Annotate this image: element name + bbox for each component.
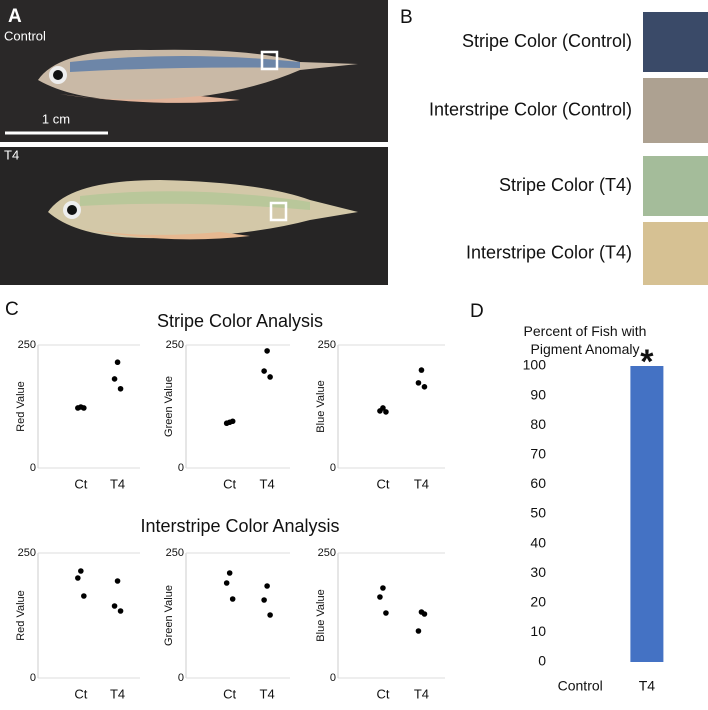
data-point — [383, 409, 389, 415]
panel-label: A — [8, 6, 22, 27]
data-point — [114, 578, 121, 584]
x-tick-label: T4 — [414, 686, 429, 701]
y-axis-label: Red Value — [15, 590, 27, 641]
x-tick-label: Ct — [376, 686, 389, 701]
x-tick-label: Ct — [74, 686, 87, 701]
data-point — [261, 597, 267, 603]
panel-label: D — [470, 301, 484, 322]
data-point — [81, 405, 87, 411]
y-tick-label: 250 — [18, 339, 36, 351]
x-tick-label: Ct — [223, 476, 236, 491]
y-tick-label: 0 — [538, 653, 546, 669]
swatch-label: Stripe Color (Control) — [462, 31, 632, 51]
y-tick-label: 250 — [318, 339, 336, 351]
data-point — [78, 568, 84, 574]
y-tick-label: 0 — [178, 462, 184, 474]
y-axis-label: Green Value — [163, 376, 175, 437]
bar — [630, 366, 664, 662]
y-axis-label: Blue Value — [315, 380, 327, 432]
x-tick-label: Ct — [223, 686, 236, 701]
data-point — [229, 418, 236, 425]
x-tick-label: Ct — [376, 476, 389, 491]
section-title: Interstripe Color Analysis — [140, 516, 339, 536]
y-tick-label: 80 — [530, 416, 546, 432]
data-point — [383, 610, 389, 616]
data-point — [111, 376, 118, 382]
data-point — [75, 575, 81, 581]
y-axis-label: Green Value — [163, 585, 175, 646]
data-point — [415, 628, 422, 634]
data-point — [377, 594, 383, 600]
y-tick-label: 40 — [530, 534, 546, 550]
color-swatch — [643, 156, 708, 216]
section-title: Stripe Color Analysis — [157, 311, 323, 331]
data-point — [421, 384, 428, 390]
x-tick-label: T4 — [414, 476, 429, 491]
data-point — [229, 596, 236, 602]
y-tick-label: 60 — [530, 475, 546, 491]
x-tick-label: T4 — [110, 686, 125, 701]
data-point — [226, 570, 233, 576]
data-point — [264, 583, 270, 589]
data-point — [421, 611, 428, 617]
data-point — [380, 405, 386, 411]
y-tick-label: 0 — [330, 462, 336, 474]
y-tick-label: 10 — [530, 623, 546, 639]
x-tick-label: Ct — [74, 476, 87, 491]
color-swatch — [643, 78, 708, 143]
y-tick-label: 0 — [178, 672, 184, 684]
annotation: * — [640, 343, 654, 381]
data-point — [418, 367, 425, 373]
swatch-label: Interstripe Color (T4) — [466, 242, 632, 262]
color-swatch — [643, 12, 708, 72]
y-axis-label: Blue Value — [315, 589, 327, 641]
photo — [0, 0, 388, 285]
y-tick-label: 0 — [30, 462, 36, 474]
data-point — [267, 612, 273, 618]
color-swatch — [643, 222, 708, 285]
y-tick-label: 250 — [318, 547, 336, 559]
swatch-label: Interstripe Color (Control) — [429, 99, 632, 119]
y-tick-label: 250 — [18, 547, 36, 559]
data-point — [415, 380, 422, 386]
y-tick-label: 0 — [30, 672, 36, 684]
photo-label: Control — [4, 28, 46, 43]
y-tick-label: 30 — [530, 564, 546, 580]
scale-bar-label: 1 cm — [42, 111, 70, 126]
y-tick-label: 50 — [530, 505, 546, 521]
chart-title: Percent of Fish with Pigment Anomaly — [523, 323, 647, 357]
y-axis-label: Red Value — [15, 381, 27, 432]
panel-label: B — [400, 7, 413, 28]
data-point — [380, 585, 386, 591]
x-tick-label: T4 — [260, 476, 275, 491]
data-point — [111, 603, 118, 609]
swatch-label: Stripe Color (T4) — [499, 175, 632, 195]
data-point — [81, 593, 87, 599]
data-point — [223, 580, 230, 586]
data-point — [117, 385, 124, 392]
y-tick-label: 250 — [166, 547, 184, 559]
data-point — [267, 374, 273, 380]
y-tick-label: 100 — [523, 357, 547, 373]
data-point — [117, 608, 124, 614]
y-tick-label: 90 — [530, 386, 546, 402]
x-tick-label: T4 — [639, 678, 656, 694]
x-tick-label: Control — [558, 678, 603, 694]
photo-label: T4 — [4, 147, 19, 162]
y-tick-label: 250 — [166, 339, 184, 351]
y-tick-label: 20 — [530, 594, 546, 610]
data-point — [261, 368, 267, 374]
panel-label: C — [5, 299, 19, 320]
x-tick-label: T4 — [110, 476, 125, 491]
y-tick-label: 0 — [330, 672, 336, 684]
x-tick-label: T4 — [260, 686, 275, 701]
data-point — [264, 348, 270, 354]
data-point — [114, 359, 121, 366]
y-tick-label: 70 — [530, 446, 546, 462]
